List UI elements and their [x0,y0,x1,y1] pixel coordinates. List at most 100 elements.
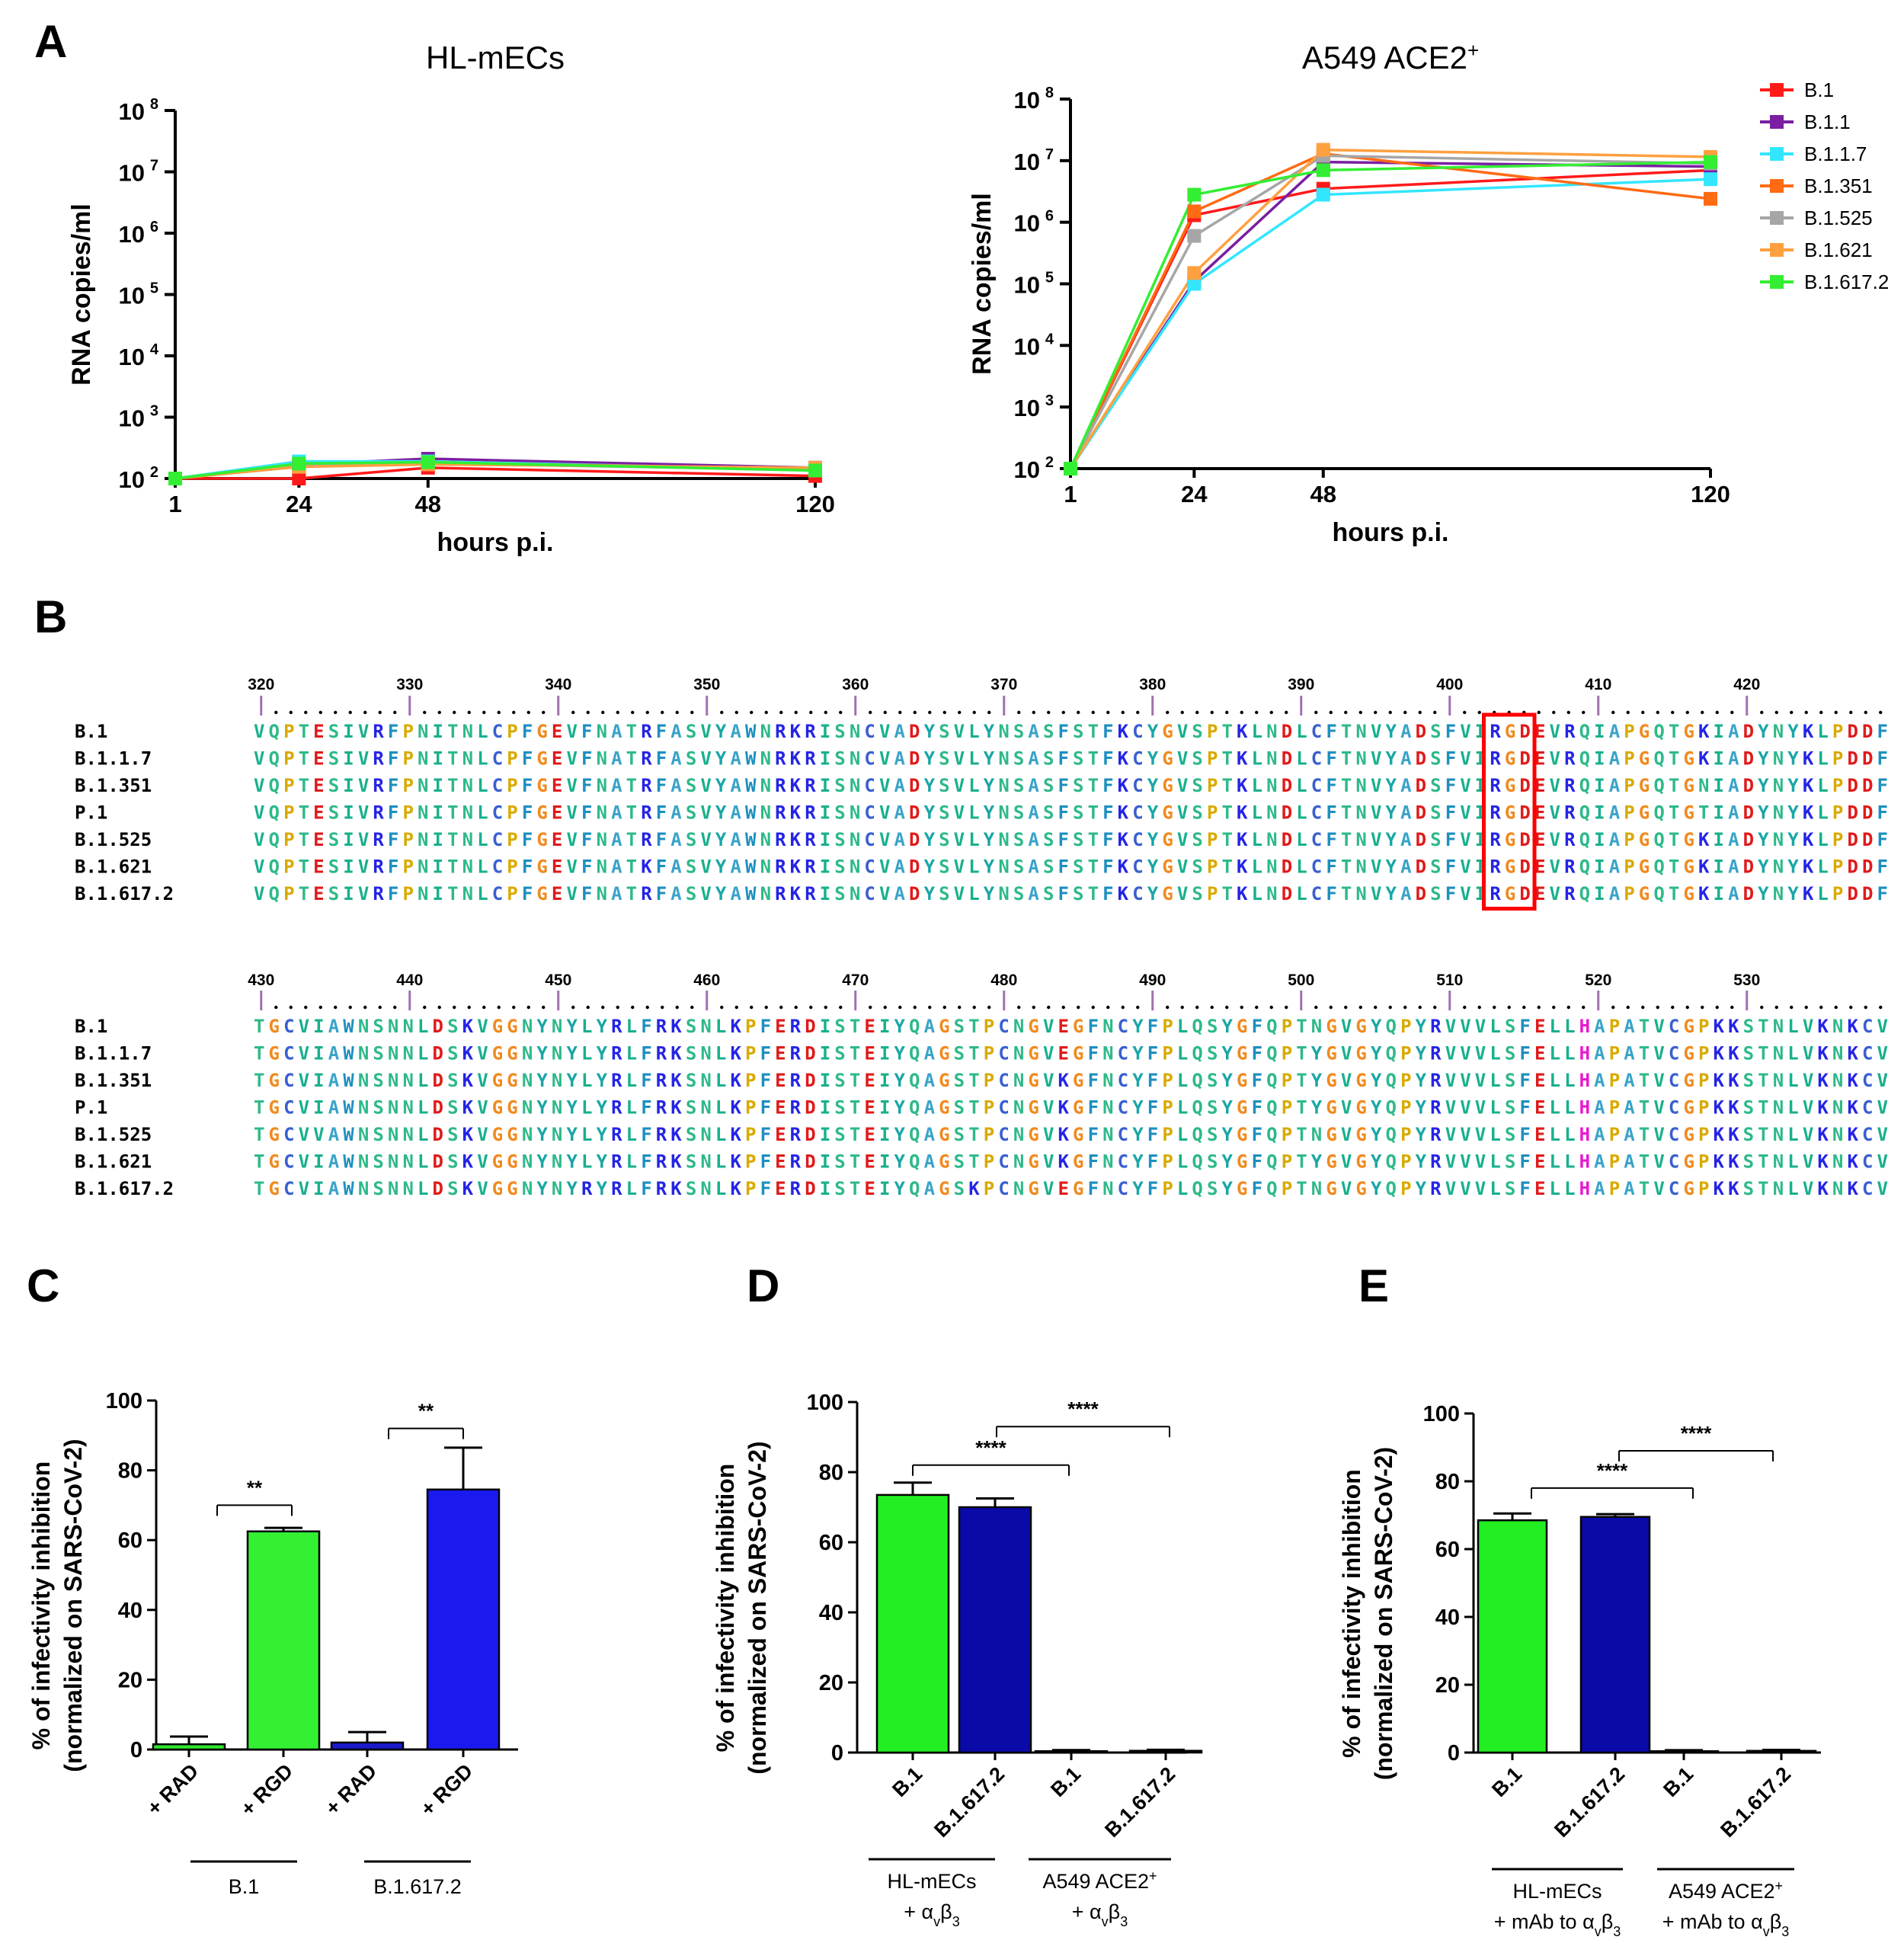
residue: T [1088,721,1099,742]
residue: Y [715,748,727,770]
residue: Y [1132,1043,1144,1064]
residue: F [522,829,533,850]
residue: P [1207,721,1218,742]
residue: P [984,1070,994,1091]
legend-label: B.1.351 [1804,174,1873,197]
residue: C [1132,883,1143,904]
residue: E [1534,748,1545,770]
residue: Y [1787,721,1799,742]
residue: Y [1147,748,1159,770]
residue: V [299,1016,309,1037]
residue: F [388,883,398,904]
residue: A [328,1016,340,1037]
ruler-dot [1374,710,1378,715]
x-axis-label: hours p.i. [437,528,554,557]
residue: I [1714,883,1724,904]
y-tick-label: 60 [118,1529,142,1553]
residue: H [1579,1016,1590,1037]
group-label-part: β [940,1900,952,1923]
residue: A [1728,748,1739,770]
residue: V [1550,775,1560,796]
residue: I [343,883,354,904]
group-label-line2: + mAb to αvβ3 [1662,1910,1789,1939]
residue: D [1282,883,1292,904]
residue: R [656,1016,667,1037]
residue: N [850,748,860,770]
residue: I [1594,802,1605,824]
ruler-dot [289,710,293,715]
residue: N [552,1124,562,1145]
residue: K [670,1070,682,1091]
residue: N [552,1097,562,1119]
significance-label: **** [1597,1459,1628,1482]
residue: D [805,1070,815,1091]
residue: W [343,1151,354,1173]
residue: N [522,1097,533,1119]
residue: Q [1266,1124,1277,1145]
residue: A [1728,775,1739,796]
residue: C [1862,1178,1873,1199]
residue: E [864,1070,875,1091]
residue: K [1847,1151,1858,1173]
residue: L [1787,1016,1798,1037]
residue: S [954,1070,965,1091]
residue: F [1058,775,1069,796]
residue: Q [269,883,280,904]
residue: D [1862,829,1873,850]
residue: K [1237,802,1248,824]
residue: V [1341,1124,1352,1145]
residue: V [1550,802,1560,824]
ruler-dot [304,710,308,715]
alignment-row-name: B.1 [75,721,107,742]
residue: T [1758,1016,1768,1037]
data-point-B.1.1.7 [1316,187,1330,202]
residue: P [984,1016,994,1037]
residue: I [820,856,830,878]
residue: W [343,1016,354,1037]
residue: N [850,856,860,878]
residue: Y [1758,829,1769,850]
residue: H [1579,1043,1590,1064]
ruler-dot [1166,1005,1170,1010]
residue: N [522,1124,533,1145]
residue: S [373,1097,383,1119]
residue: T [1758,1043,1768,1064]
residue: N [700,1151,711,1173]
residue: F [581,775,592,796]
y-tick-exponent: 5 [150,280,158,297]
alignment-position: 500 [1288,972,1314,989]
residue: A [1400,883,1412,904]
residue: K [1698,829,1710,850]
residue: N [358,1070,369,1091]
residue: W [745,829,757,850]
residue: Q [1579,721,1590,742]
y-tick-label: 10 [1014,395,1040,421]
residue: A [1400,748,1412,770]
residue: P [1207,883,1218,904]
residue: G [1028,1016,1038,1037]
residue: F [1147,1124,1158,1145]
ruler-dot [1819,710,1823,715]
residue: K [1817,1178,1829,1199]
residue: A [1609,829,1621,850]
residue: P [745,1043,756,1064]
residue: V [1341,1016,1352,1037]
residue: R [790,1178,802,1199]
residue: V [477,1070,488,1091]
residue: F [1102,721,1113,742]
residue: V [1445,1070,1456,1091]
group-label-part: + α [904,1900,933,1923]
residue: E [1534,883,1545,904]
bar [875,1493,950,1754]
residue: N [358,1178,369,1199]
residue: S [373,1151,383,1173]
residue: V [1877,1097,1888,1119]
residue: Q [909,1043,920,1064]
residue: V [879,883,890,904]
residue: I [820,1151,830,1173]
residue: N [1013,1178,1024,1199]
residue: N [418,802,428,824]
residue: D [1862,883,1873,904]
